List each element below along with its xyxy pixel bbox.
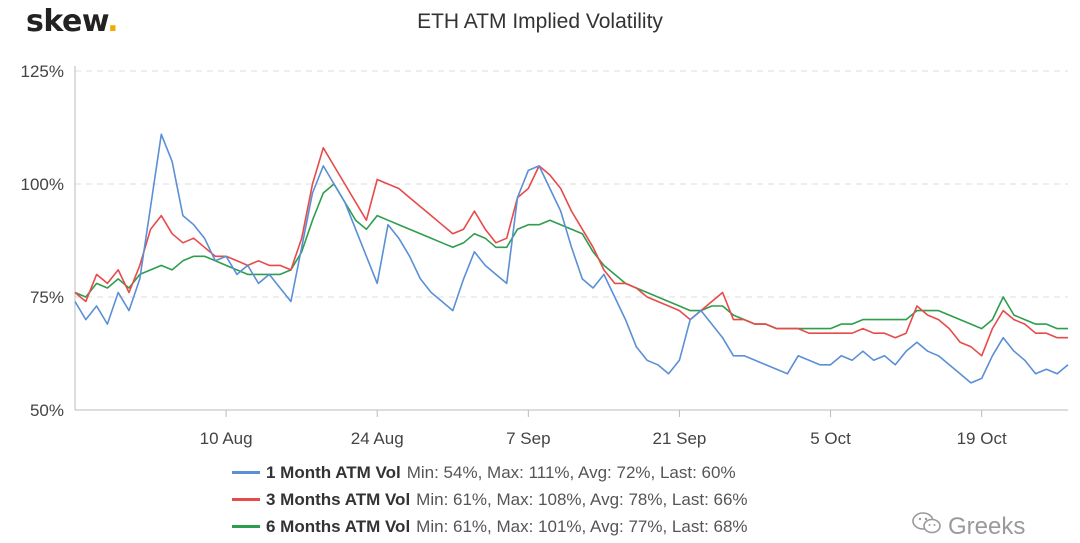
y-tick-label: 100% <box>21 175 64 194</box>
x-tick-label: 7 Sep <box>506 429 550 448</box>
legend-series-stats: Min: 61%, Max: 101%, Avg: 77%, Last: 68% <box>416 517 748 536</box>
chart-title: ETH ATM Implied Volatility <box>417 10 663 33</box>
x-tick-label: 10 Aug <box>200 429 253 448</box>
series-line-3m <box>74 147 1068 357</box>
legend-swatch-3m <box>232 498 260 501</box>
legend-item-6m[interactable]: 6 Months ATM Vol Min: 61%, Max: 101%, Av… <box>232 513 748 540</box>
skew-logo: skew. <box>26 4 119 39</box>
watermark-text: Greeks <box>948 512 1026 540</box>
legend-item-3m[interactable]: 3 Months ATM Vol Min: 61%, Max: 108%, Av… <box>232 486 748 513</box>
brand-dot: . <box>107 4 119 39</box>
y-tick-label: 50% <box>30 401 64 420</box>
tick-labels: 125% 100% 75% 50% 10 Aug 24 Aug 7 Sep 21 Sep 5 O… <box>21 62 1007 448</box>
legend-series-stats: Min: 54%, Max: 111%, Avg: 72%, Last: 60% <box>406 463 736 482</box>
x-tick-label: 24 Aug <box>351 429 404 448</box>
legend-series-name: 1 Month ATM Vol <box>266 463 401 482</box>
legend-swatch-1m <box>232 471 260 474</box>
grid-lines <box>75 70 1068 298</box>
brand-text: skew <box>26 4 108 39</box>
legend-item-1m[interactable]: 1 Month ATM Vol Min: 54%, Max: 111%, Avg… <box>232 459 748 486</box>
legend-swatch-6m <box>232 525 260 528</box>
x-tick-label: 21 Sep <box>652 429 706 448</box>
y-tick-label: 125% <box>21 62 64 81</box>
greeks-watermark: Greeks <box>912 511 1025 542</box>
series-line-1m <box>74 133 1069 384</box>
wechat-icon <box>912 511 942 542</box>
line-chart: 125% 100% 75% 50% 10 Aug 24 Aug 7 Sep 21 Sep 5 O… <box>21 62 1069 448</box>
legend-series-stats: Min: 61%, Max: 108%, Avg: 78%, Last: 66% <box>416 490 748 509</box>
axes <box>74 66 1068 417</box>
legend-series-name: 6 Months ATM Vol <box>266 517 411 536</box>
legend-series-name: 3 Months ATM Vol <box>266 490 411 509</box>
series-lines <box>74 133 1069 384</box>
y-tick-label: 75% <box>30 288 64 307</box>
x-tick-label: 5 Oct <box>810 429 851 448</box>
x-tick-label: 19 Oct <box>957 429 1007 448</box>
legend: 1 Month ATM Vol Min: 54%, Max: 111%, Avg… <box>232 459 748 540</box>
